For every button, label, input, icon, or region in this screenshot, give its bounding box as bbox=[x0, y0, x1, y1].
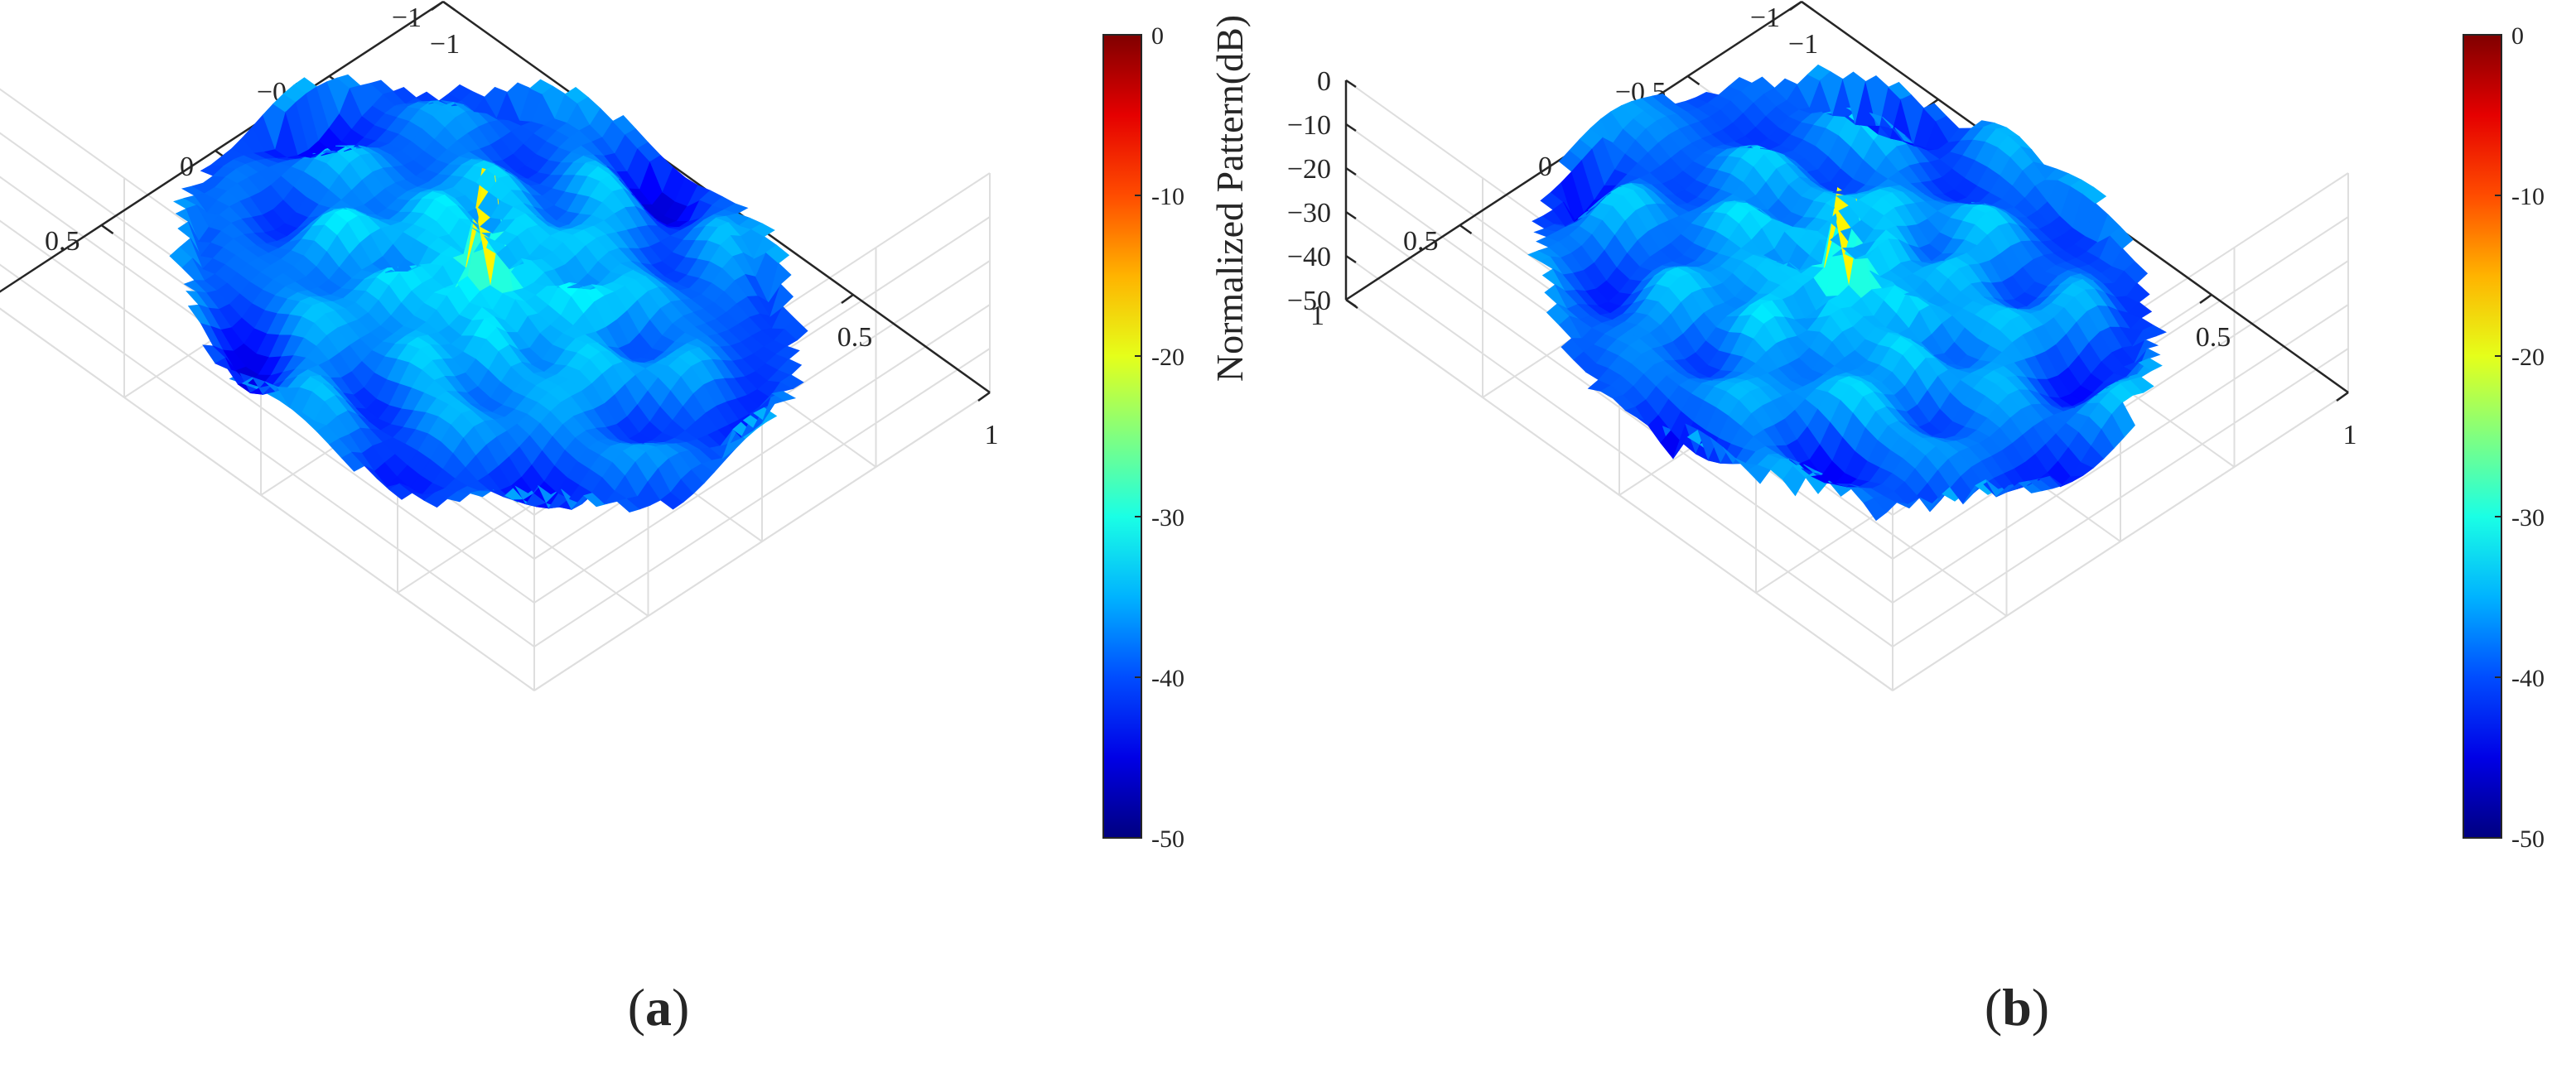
z-tick bbox=[1345, 210, 1357, 220]
grid-line bbox=[533, 304, 991, 604]
grid-line bbox=[0, 219, 535, 604]
colorbar: 0 -10 -20 -30 -40 -50 bbox=[2463, 22, 2545, 853]
z-tick bbox=[1345, 166, 1357, 176]
z-tick-label: 0 bbox=[1317, 66, 1331, 97]
colorbar-tick-label: 0 bbox=[1151, 22, 1164, 50]
z-tick-label: −10 bbox=[1287, 110, 1331, 141]
colorbar-gradient bbox=[1102, 34, 1142, 839]
v-tick bbox=[442, 0, 456, 12]
u-tick-label: 0.5 bbox=[2196, 322, 2231, 353]
surface-cell bbox=[2128, 301, 2153, 319]
u-tick bbox=[2336, 391, 2349, 402]
z-tick bbox=[1345, 254, 1357, 264]
z-tick-label: −20 bbox=[1287, 154, 1331, 185]
grid-line bbox=[1345, 211, 1893, 604]
colorbar-tick-label: -40 bbox=[1151, 665, 1184, 692]
colorbar-tick-label: -50 bbox=[2511, 825, 2545, 853]
surface-cell bbox=[769, 283, 794, 318]
v-tick bbox=[1801, 0, 1814, 12]
colorbar-tick-label: -40 bbox=[2511, 665, 2545, 692]
colorbar-tick-label: -10 bbox=[2511, 183, 2545, 210]
colorbar: 0 -10 -20 -30 -40 -50 bbox=[1102, 22, 1184, 853]
v-tick bbox=[1459, 224, 1473, 235]
grid-line bbox=[1892, 348, 2349, 647]
surface-cell bbox=[2130, 376, 2154, 393]
u-tick bbox=[431, 0, 444, 12]
u-tick bbox=[841, 293, 854, 305]
panel-letter: b bbox=[2002, 978, 2032, 1037]
grid-line bbox=[0, 307, 535, 691]
u-tick-label: −1 bbox=[1788, 29, 1818, 60]
colorbar-tick-label: -30 bbox=[1151, 504, 1184, 532]
z-tick-label: −40 bbox=[1287, 242, 1331, 272]
surface bbox=[1527, 64, 2167, 522]
v-tick bbox=[100, 224, 114, 235]
colorbar-tick-label: -20 bbox=[2511, 344, 2545, 371]
colorbar-tick-label: -50 bbox=[1151, 825, 1184, 853]
u-tick-label: −1 bbox=[430, 29, 460, 60]
v-tick-label: −1 bbox=[392, 2, 422, 33]
v-tick-label: 0 bbox=[1538, 152, 1552, 182]
panel-a: 0−10−20−30−40−50−1−0.500.51−1−0.500.51No… bbox=[0, 0, 1184, 1037]
surface-cell bbox=[779, 374, 804, 389]
u-tick-label: 1 bbox=[985, 420, 999, 450]
u-tick-label: 0.5 bbox=[837, 322, 873, 353]
z-axis-label: Normalized Pattern(dB) bbox=[1208, 15, 1251, 382]
grid-line bbox=[1345, 299, 1893, 691]
grid-line bbox=[0, 263, 535, 647]
surface-cell bbox=[2142, 325, 2167, 337]
panel-b: 0−10−20−30−40−50−1−0.500.51−1−0.500.51No… bbox=[1208, 0, 2545, 1037]
v-tick bbox=[1345, 298, 1358, 310]
panel-letter: a bbox=[645, 978, 672, 1037]
v-tick-label: 0.5 bbox=[45, 226, 80, 257]
grid-line bbox=[1892, 304, 2349, 604]
u-tick bbox=[2199, 293, 2212, 305]
surface-cell bbox=[2111, 402, 2135, 438]
v-tick bbox=[1686, 75, 1700, 86]
panel-label: (b) bbox=[1985, 978, 2049, 1037]
colorbar-tick-label: -10 bbox=[1151, 183, 1184, 210]
z-tick bbox=[1345, 79, 1357, 89]
surface bbox=[169, 74, 808, 513]
panel-label: (a) bbox=[628, 978, 690, 1037]
v-tick-label: 0 bbox=[180, 152, 194, 182]
colorbar-gradient bbox=[2463, 34, 2502, 839]
grid-line bbox=[1345, 255, 1893, 647]
colorbar-tick-label: -20 bbox=[1151, 344, 1184, 371]
u-tick bbox=[977, 391, 991, 402]
colorbar-tick-label: 0 bbox=[2511, 22, 2524, 50]
grid-line bbox=[533, 348, 991, 647]
surface-cell bbox=[784, 318, 808, 341]
z-tick bbox=[1345, 123, 1357, 132]
z-tick-label: −30 bbox=[1287, 198, 1331, 229]
colorbar-tick-label: -30 bbox=[2511, 504, 2545, 532]
surface-cell bbox=[771, 391, 797, 402]
v-tick-label: 0.5 bbox=[1403, 226, 1439, 257]
u-tick bbox=[1789, 0, 1802, 12]
v-tick-label: −1 bbox=[1750, 2, 1780, 33]
surface-cell bbox=[2138, 358, 2163, 372]
z-tick-label: −50 bbox=[1287, 286, 1331, 316]
v-tick-label: 1 bbox=[1310, 301, 1324, 331]
u-tick-label: 1 bbox=[2343, 420, 2357, 450]
